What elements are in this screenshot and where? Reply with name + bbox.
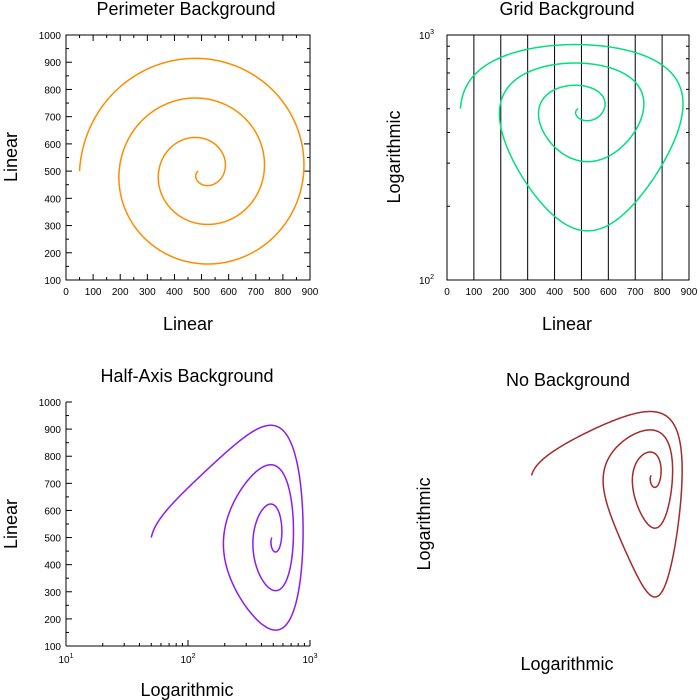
- y-tick-exponent: 3: [430, 29, 434, 36]
- y-tick-label: 800: [44, 85, 61, 96]
- spiral-series: [459, 43, 684, 232]
- y-axis-label: Logarithmic: [384, 110, 404, 203]
- plot-border: [65, 34, 311, 281]
- y-tick-label: 400: [44, 194, 61, 205]
- x-tick-label: 100: [85, 287, 102, 298]
- y-tick-label: 900: [44, 425, 61, 436]
- y-tick-exponent: 2: [430, 274, 434, 281]
- x-tick-exponent: 2: [192, 653, 196, 660]
- x-tick-label: 300: [139, 287, 156, 298]
- panel-half-axis-background: Half-Axis Background 101 102 103 100 200 300 4…: [1, 366, 318, 700]
- tick-labels: 0 100 200 300 400 500 600 700 800 900 102 103: [419, 29, 698, 298]
- y-tick-label: 600: [44, 140, 61, 151]
- y-tick-label: 600: [44, 506, 61, 517]
- y-tick-label: 500: [44, 167, 61, 178]
- y-tick-label: 102: [419, 274, 434, 287]
- x-tick-label: 0: [63, 287, 69, 298]
- y-tick-label: 100: [44, 642, 61, 653]
- plot-frame: [65, 402, 310, 647]
- y-tick-label: 1000: [39, 398, 62, 409]
- panel-perimeter-background: Perimeter Background 0 100 200 300 400 500 600…: [1, 0, 319, 334]
- x-tick-label: 300: [519, 287, 536, 298]
- x-tick-label: 100: [466, 287, 483, 298]
- x-axis-label: Linear: [163, 314, 213, 334]
- y-tick-label: 300: [44, 588, 61, 599]
- chart-title: Half-Axis Background: [100, 366, 273, 386]
- y-tick-label: 400: [44, 561, 61, 572]
- tick-labels: 101 102 103 100 200 300 400 500 600 700 800 900 1000: [39, 398, 318, 666]
- y-axis-label: Linear: [1, 499, 21, 549]
- x-tick-label: 800: [654, 287, 671, 298]
- chart-title: Grid Background: [499, 0, 634, 19]
- y-axis-label: Logarithmic: [414, 477, 434, 570]
- plot-frame: [65, 34, 311, 281]
- spiral-series: [530, 410, 683, 598]
- x-tick-exponent: 1: [70, 653, 74, 660]
- x-tick-label: 400: [546, 287, 563, 298]
- x-tick-label: 700: [627, 287, 644, 298]
- y-tick-label: 300: [44, 222, 61, 233]
- x-tick-label: 103: [302, 653, 317, 666]
- panel-grid-background: Grid Background 0 100 200 300 400 500 600 700 80…: [384, 0, 698, 334]
- y-tick-label: 900: [44, 58, 61, 69]
- x-axis-label: Logarithmic: [140, 680, 233, 700]
- y-tick-label: 700: [44, 479, 61, 490]
- spiral-series: [150, 424, 304, 631]
- x-tick-exponent: 3: [314, 653, 318, 660]
- panel-no-background: No Background Logarithmic Logarithmic: [414, 370, 683, 674]
- chart-title: No Background: [506, 370, 630, 390]
- x-tick-label: 0: [444, 287, 450, 298]
- y-tick-label: 700: [44, 113, 61, 124]
- x-axis-label: Logarithmic: [520, 654, 613, 674]
- x-tick-label: 200: [112, 287, 129, 298]
- x-tick-label: 900: [302, 287, 319, 298]
- tick-marks: [65, 401, 311, 647]
- tick-labels: 0 100 200 300 400 500 600 700 800 900100200300400…: [39, 31, 319, 298]
- y-axis-label: Linear: [1, 132, 21, 182]
- y-tick-label: 200: [44, 615, 61, 626]
- x-tick-label: 500: [193, 287, 210, 298]
- x-tick-label: 600: [220, 287, 237, 298]
- x-tick-label: 600: [600, 287, 617, 298]
- x-tick-label: 102: [180, 653, 195, 666]
- x-tick-label: 400: [166, 287, 183, 298]
- x-tick-label: 900: [681, 287, 698, 298]
- x-tick-label: 500: [573, 287, 590, 298]
- y-tick-label: 1000: [39, 31, 62, 42]
- spiral-series: [78, 57, 305, 265]
- y-tick-label: 800: [44, 452, 61, 463]
- tick-marks: [65, 34, 311, 281]
- y-tick-label: 103: [419, 29, 434, 42]
- y-tick-label: 200: [44, 249, 61, 260]
- x-tick-label: 700: [247, 287, 264, 298]
- tick-marks: [446, 34, 690, 281]
- x-tick-label: 200: [492, 287, 509, 298]
- x-tick-label: 800: [275, 287, 292, 298]
- x-axis-label: Linear: [542, 314, 592, 334]
- y-tick-label: 100: [44, 276, 61, 287]
- chart-title: Perimeter Background: [96, 0, 275, 19]
- y-tick-label: 500: [44, 534, 61, 545]
- x-tick-label: 101: [58, 653, 73, 666]
